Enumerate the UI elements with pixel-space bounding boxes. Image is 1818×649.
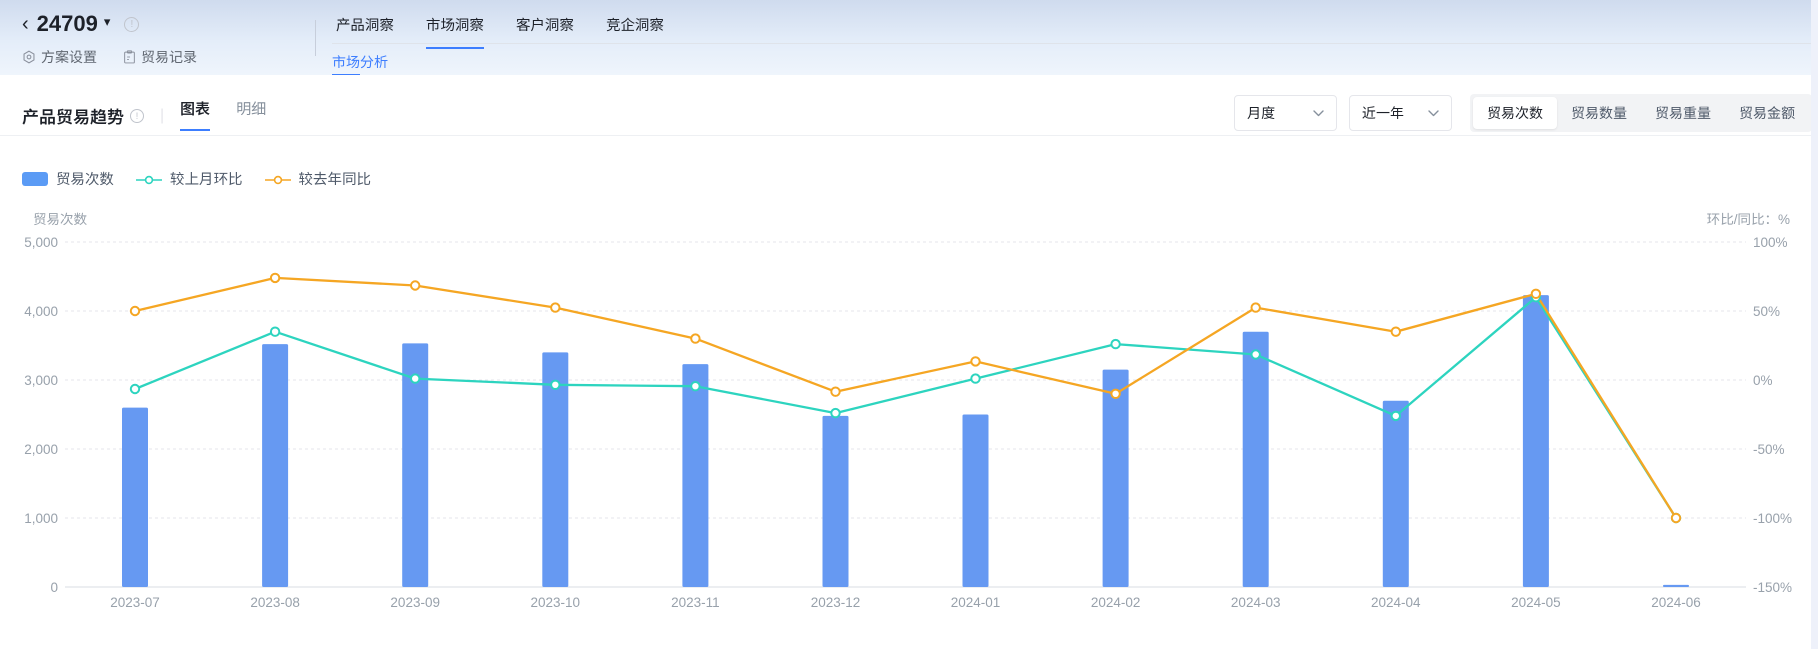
svg-text:4,000: 4,000 [24, 304, 58, 319]
svg-text:1,000: 1,000 [24, 511, 58, 526]
svg-text:2024-06: 2024-06 [1651, 595, 1701, 610]
svg-text:2024-05: 2024-05 [1511, 595, 1561, 610]
svg-text:2,000: 2,000 [24, 442, 58, 457]
svg-text:-50%: -50% [1753, 442, 1785, 457]
svg-text:2023-11: 2023-11 [671, 595, 720, 610]
svg-text:2023-12: 2023-12 [811, 595, 861, 610]
svg-text:-100%: -100% [1753, 511, 1792, 526]
svg-text:2023-10: 2023-10 [531, 595, 581, 610]
svg-text:2024-02: 2024-02 [1091, 595, 1141, 610]
svg-text:5,000: 5,000 [24, 235, 58, 250]
svg-text:50%: 50% [1753, 304, 1780, 319]
svg-text:2023-09: 2023-09 [390, 595, 440, 610]
svg-text:0: 0 [50, 580, 58, 595]
svg-text:2024-03: 2024-03 [1231, 595, 1281, 610]
svg-text:-150%: -150% [1753, 580, 1792, 595]
svg-text:100%: 100% [1753, 235, 1788, 250]
svg-text:3,000: 3,000 [24, 373, 58, 388]
svg-text:2024-04: 2024-04 [1371, 595, 1421, 610]
svg-text:环比/同比：%: 环比/同比：% [1707, 212, 1790, 227]
svg-text:0%: 0% [1753, 373, 1773, 388]
svg-text:2023-08: 2023-08 [250, 595, 300, 610]
svg-text:2023-07: 2023-07 [110, 595, 160, 610]
svg-text:贸易次数: 贸易次数 [33, 212, 87, 227]
svg-text:2024-01: 2024-01 [951, 595, 1001, 610]
